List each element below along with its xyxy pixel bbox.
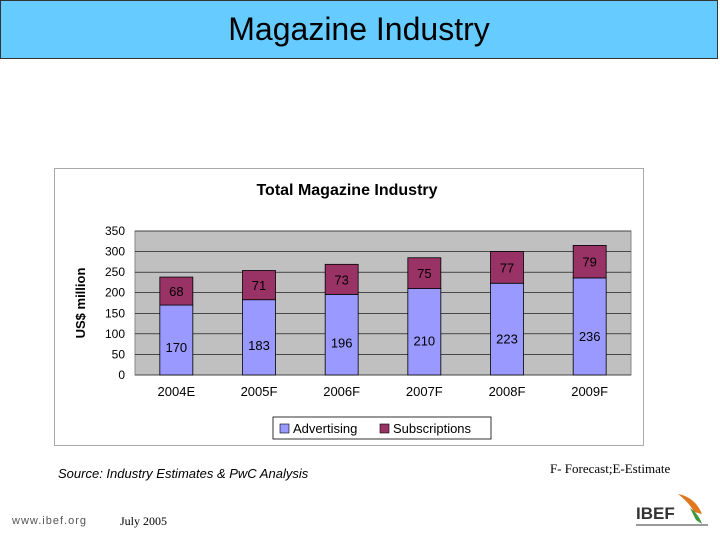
chart-title: Total Magazine Industry: [256, 182, 437, 199]
bar-subscriptions: [242, 270, 276, 301]
y-axis-label: US$ million: [73, 268, 88, 339]
source-note: Source: Industry Estimates & PwC Analysi…: [58, 466, 309, 481]
bar-subscriptions: [490, 251, 524, 284]
data-label: 236: [579, 329, 601, 344]
y-tick-label: 0: [118, 368, 125, 382]
y-tick-label: 200: [105, 286, 125, 300]
bar-advertising: [324, 293, 359, 376]
data-label: 79: [582, 255, 596, 270]
bar-advertising: [572, 277, 607, 376]
legend-label: Advertising: [293, 421, 357, 436]
legend-swatch: [379, 423, 390, 434]
x-tick-label: 2007F: [406, 384, 443, 399]
data-label: 223: [496, 331, 518, 346]
bar-advertising: [159, 304, 194, 376]
plot-area: [134, 230, 632, 376]
bar-subscriptions: [324, 263, 359, 295]
data-label: 170: [165, 340, 187, 355]
ibef-logo: IBEF: [630, 490, 710, 532]
x-tick-label: 2004E: [158, 384, 196, 399]
bar-advertising: [242, 299, 276, 376]
data-label: 68: [169, 284, 183, 299]
data-label: 75: [417, 266, 431, 281]
x-tick-label: 2005F: [241, 384, 278, 399]
x-tick-label: 2008F: [489, 384, 526, 399]
page-title: Magazine Industry: [228, 11, 490, 47]
website-link[interactable]: www.ibef.org: [12, 515, 87, 527]
logo-swoosh-icon: [678, 494, 702, 524]
bar-subscriptions: [572, 245, 607, 279]
data-label: 196: [331, 336, 353, 351]
forecast-note: F- Forecast;E-Estimate: [550, 461, 671, 476]
bar-advertising: [407, 288, 442, 376]
bar-subscriptions: [159, 276, 194, 306]
legend-swatch: [279, 423, 290, 434]
bar-subscriptions: [407, 257, 442, 290]
data-label: 183: [248, 338, 270, 353]
x-tick-label: 2009F: [571, 384, 608, 399]
data-label: 77: [500, 260, 514, 275]
data-label: 73: [334, 272, 348, 287]
data-label: 210: [413, 333, 435, 348]
logo-underline: [636, 524, 708, 526]
logo-text: IBEF: [636, 504, 675, 523]
y-tick-label: 50: [112, 347, 126, 361]
y-tick-label: 300: [105, 245, 125, 259]
bar-advertising: [490, 282, 524, 376]
y-tick-label: 350: [105, 224, 125, 238]
title-bar: Magazine Industry: [0, 0, 718, 59]
legend-label: Subscriptions: [393, 421, 472, 436]
y-tick-label: 250: [105, 265, 125, 279]
x-tick-label: 2006F: [323, 384, 360, 399]
stacked-bar-chart: Total Magazine Industry 0 50 100 150 200 250 30…: [73, 182, 632, 440]
y-tick-label: 100: [105, 327, 125, 341]
data-label: 71: [252, 278, 266, 293]
date-label: July 2005: [120, 514, 168, 528]
y-tick-label: 150: [105, 306, 125, 320]
chart-container: Total Magazine Industry 0 50 100 150 200 250 30…: [54, 168, 644, 446]
